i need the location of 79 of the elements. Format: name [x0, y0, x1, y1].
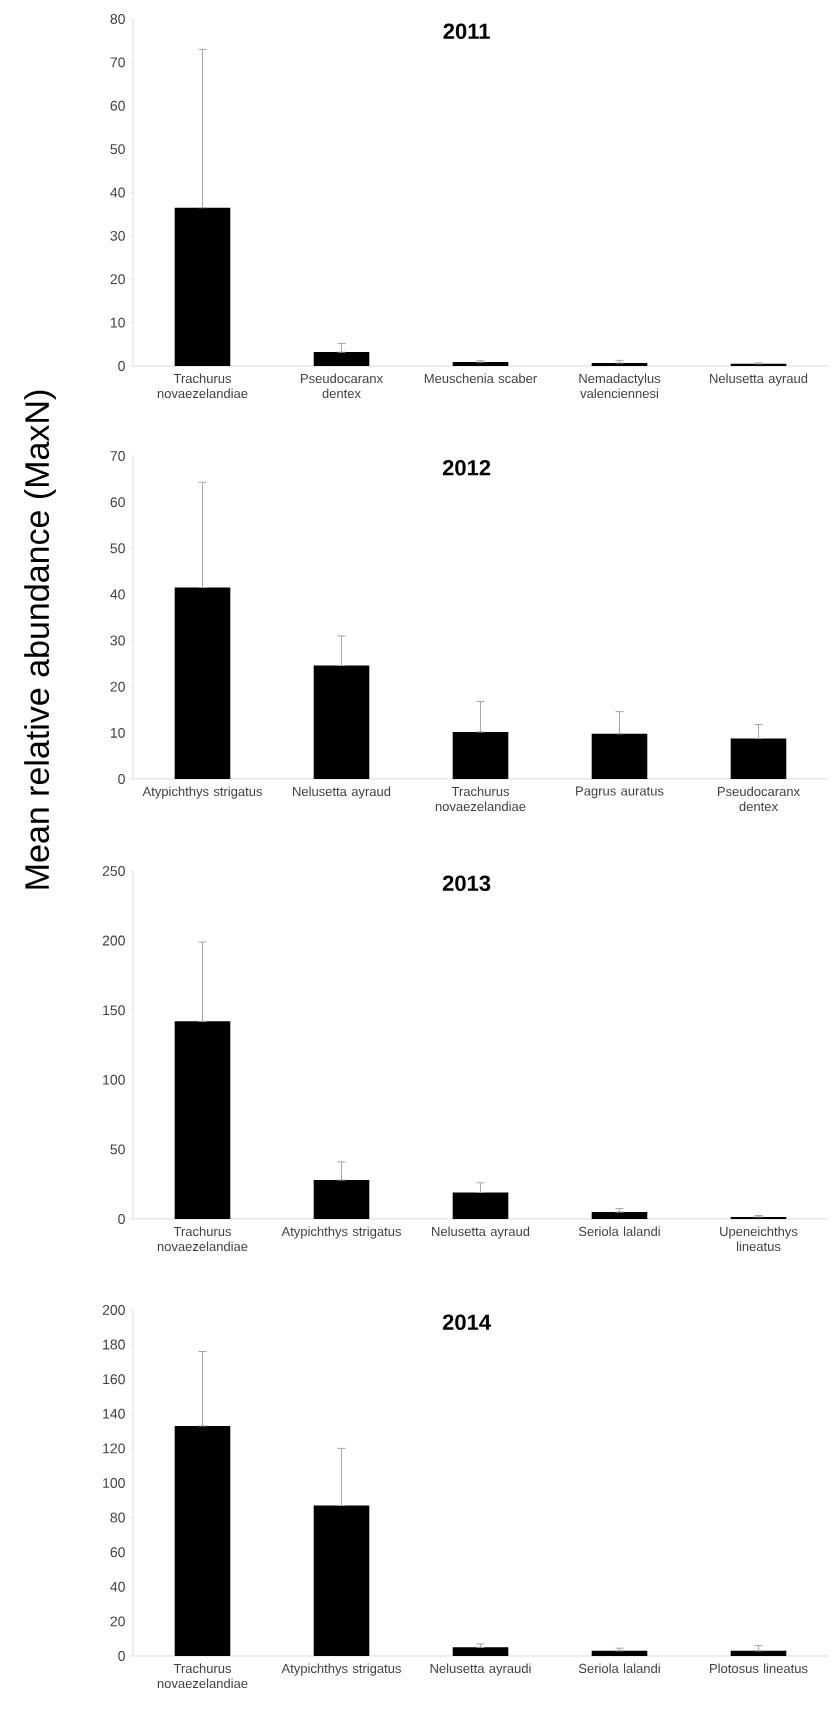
y-tick-label: 50 [110, 144, 125, 155]
y-tick-label: 100 [103, 1478, 125, 1488]
y-tick-label: 40 [110, 187, 125, 198]
y-tick-label: 200 [102, 1305, 125, 1315]
bar [591, 1650, 648, 1656]
y-tick-label: 50 [110, 543, 125, 554]
x-tick-label: Trachurus novaezelandiae [435, 786, 526, 812]
bar [730, 363, 787, 366]
y-tick-label: 60 [110, 100, 125, 111]
y-tick-label: 0 [118, 1214, 125, 1224]
x-tick-label: Seriola lalandi [578, 1663, 660, 1674]
x-tick-label: Nelusetta ayraudi [430, 1663, 531, 1676]
y-tick-label: 0 [118, 1651, 125, 1661]
bar [174, 207, 231, 366]
x-tick-label: Nelusetta ayraud [432, 1226, 530, 1239]
y-tick-label: 160 [103, 1374, 125, 1385]
x-tick-label: Trachurus novaezelandiae [157, 373, 248, 399]
x-tick-label: Atypichthys strigatus [142, 786, 262, 799]
y-tick-label: 150 [103, 1005, 125, 1016]
bar [591, 733, 648, 779]
y-tick-label: 250 [102, 866, 125, 876]
chart-title: 2013 [442, 875, 491, 892]
chart-title: 2014 [442, 1314, 491, 1331]
y-tick-label: 40 [110, 1581, 125, 1592]
bar [313, 352, 370, 366]
bar [730, 1650, 787, 1656]
y-tick-label: 0 [118, 774, 125, 784]
chart-title: 2011 [443, 23, 490, 40]
x-tick-label: Atypichthys strigatus [281, 1663, 401, 1676]
bar [313, 1180, 370, 1219]
bar [313, 665, 370, 779]
bar [591, 1212, 648, 1219]
bar [174, 1425, 231, 1656]
y-tick-label: 70 [110, 57, 125, 68]
y-tick-label: 80 [110, 1512, 125, 1523]
y-tick-label: 60 [110, 497, 125, 508]
x-tick-label: Trachurus novaezelandiae [157, 1226, 248, 1252]
x-tick-label: Trachurus novaezelandiae [157, 1663, 248, 1689]
bar [452, 362, 509, 366]
y-tick-label: 30 [110, 635, 125, 646]
x-tick-label: Nemadactylus valenciennesi [579, 373, 661, 399]
bar [452, 1192, 509, 1219]
y-tick-label: 50 [110, 1144, 125, 1155]
chart-title: 2012 [442, 459, 491, 476]
bar [452, 731, 509, 779]
y-tick-label: 80 [110, 14, 125, 24]
y-tick-label: 20 [110, 274, 125, 285]
y-tick-label: 60 [110, 1547, 125, 1558]
x-tick-label: Pagrus auratus [576, 786, 664, 799]
bar [174, 587, 231, 779]
y-tick-label: 0 [118, 361, 125, 371]
y-tick-label: 70 [110, 451, 125, 461]
bar [730, 738, 787, 779]
y-tick-label: 140 [103, 1408, 125, 1419]
bar [174, 1021, 231, 1219]
bar [313, 1505, 370, 1656]
y-tick-label: 10 [110, 317, 125, 328]
y-tick-label: 100 [103, 1074, 125, 1085]
bar [591, 362, 648, 366]
y-tick-label: 30 [110, 230, 125, 241]
y-axis-title: Mean relative abundance (MaxN) [24, 390, 56, 889]
y-tick-label: 200 [102, 935, 125, 946]
y-tick-label: 20 [110, 1616, 125, 1627]
x-tick-label: Pseudocaranx dentex [718, 786, 800, 812]
x-tick-label: Plotosus lineatus [710, 1663, 808, 1674]
y-tick-label: 40 [110, 589, 125, 600]
bar [730, 1216, 787, 1219]
x-tick-label: Pseudocaranx dentex [301, 373, 383, 399]
x-tick-label: Meuschenia scaber [424, 373, 537, 384]
x-tick-label: Upeneichthys lineatus [720, 1226, 798, 1252]
x-tick-label: Nelusetta ayraud [293, 786, 391, 799]
bar [452, 1647, 509, 1656]
y-tick-label: 180 [103, 1339, 125, 1350]
y-tick-label: 20 [110, 681, 125, 692]
x-tick-label: Seriola lalandi [578, 1226, 660, 1237]
x-tick-label: Nelusetta ayraud [710, 373, 808, 386]
y-tick-label: 120 [103, 1443, 125, 1454]
x-tick-label: Atypichthys strigatus [281, 1226, 401, 1239]
y-tick-label: 10 [110, 727, 125, 738]
